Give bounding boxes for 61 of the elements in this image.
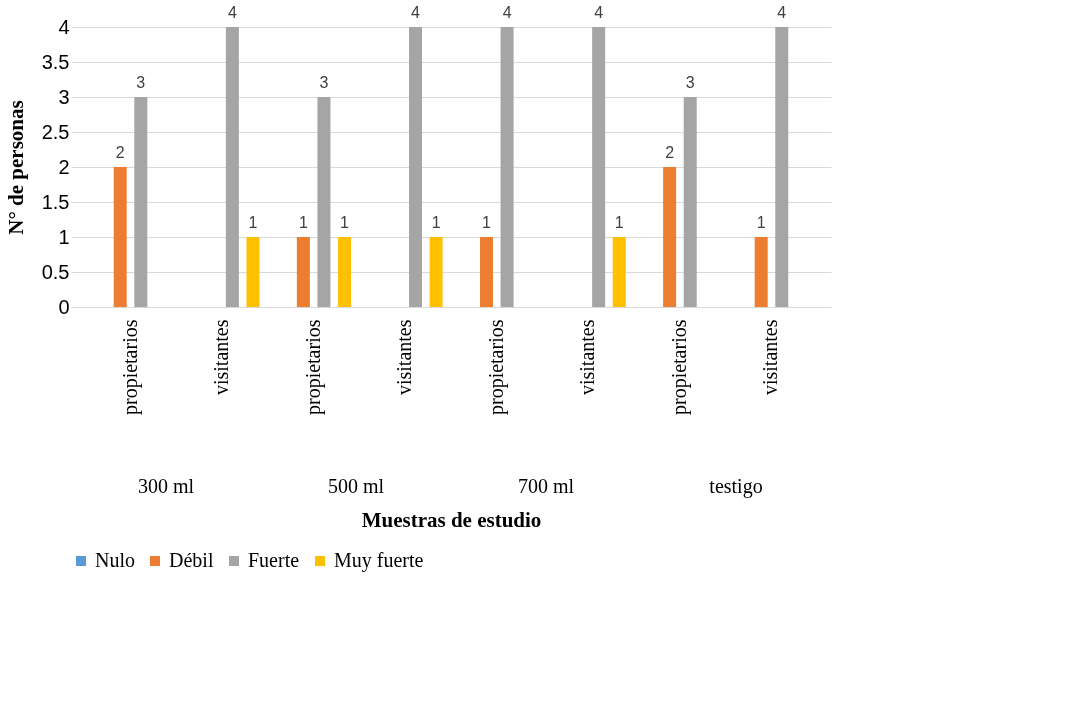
data-label: 1	[340, 214, 350, 231]
data-label: 3	[136, 74, 146, 91]
legend-label: Nulo	[95, 549, 135, 571]
bar	[317, 97, 331, 307]
data-label: 2	[115, 144, 125, 161]
y-tick-label: 3	[58, 85, 70, 108]
data-label: 4	[777, 4, 787, 21]
y-tick-label: 3.5	[41, 50, 70, 73]
y-tick-label: 2.5	[41, 120, 70, 143]
data-label: 1	[482, 214, 492, 231]
bar	[612, 237, 626, 307]
y-tick-label: 1.5	[41, 190, 70, 213]
x-tick-label: propietarios	[301, 319, 325, 416]
data-label: 3	[319, 74, 329, 91]
x-axis-title: Muestras de estudio	[361, 508, 542, 533]
bar	[409, 27, 423, 307]
y-tick-label: 0.5	[41, 260, 70, 283]
bar	[225, 27, 239, 307]
bar	[683, 97, 697, 307]
bar	[663, 167, 677, 307]
data-label: 4	[411, 4, 421, 21]
x-tick-label: visitantes	[393, 319, 416, 396]
bar	[592, 27, 606, 307]
data-label: 1	[298, 214, 308, 231]
bar	[296, 237, 310, 307]
bar	[429, 237, 443, 307]
data-label: 1	[248, 214, 258, 231]
data-label: 1	[614, 214, 624, 231]
bar	[479, 237, 493, 307]
x-tick-label: visitantes	[576, 319, 599, 396]
x-tick-label: propietarios	[118, 319, 142, 416]
data-label: 1	[431, 214, 441, 231]
x-tick-label: propietarios	[484, 319, 508, 416]
text: testigo	[709, 475, 763, 498]
bar	[246, 237, 260, 307]
bar	[134, 97, 148, 307]
bar	[338, 237, 352, 307]
y-tick-label: 0	[58, 295, 70, 318]
y-tick-label: 1	[58, 225, 70, 248]
bar	[113, 167, 127, 307]
x-tick-label: visitantes	[759, 319, 782, 396]
text: 500 ml	[327, 475, 385, 497]
bar	[754, 237, 768, 307]
legend-label: Muy fuerte	[334, 549, 424, 572]
legend-label: Débil	[169, 549, 214, 571]
y-tick-label: 4	[58, 15, 70, 38]
data-label: 3	[685, 74, 695, 91]
text: 700 ml	[517, 475, 575, 497]
bar	[775, 27, 789, 307]
data-label: 4	[227, 4, 237, 21]
y-axis-title: N° de personas	[3, 100, 28, 235]
bar	[500, 27, 514, 307]
legend-label: Fuerte	[248, 549, 300, 571]
x-tick-label: visitantes	[210, 319, 233, 396]
data-label: 4	[502, 4, 512, 21]
data-label: 1	[756, 214, 766, 231]
data-label: 4	[594, 4, 604, 21]
x-tick-label: propietarios	[667, 319, 691, 416]
data-label: 2	[665, 144, 675, 161]
text: 300 ml	[137, 475, 195, 497]
y-tick-label: 2	[58, 155, 70, 178]
